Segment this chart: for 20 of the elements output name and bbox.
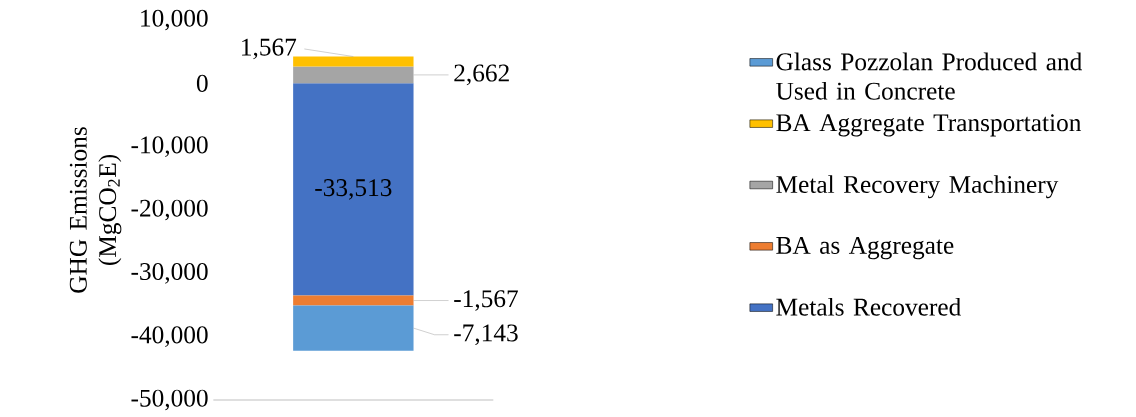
data-label: -1,567: [454, 290, 518, 311]
y-tick-label: -20,000: [131, 199, 208, 221]
bar: [293, 305, 414, 351]
bar: [293, 83, 414, 296]
data-label: 1,567: [242, 38, 297, 60]
y-tick-label: -40,000: [131, 326, 208, 347]
y-tick-label: -50,000: [131, 389, 208, 411]
data-label: -33,513: [315, 178, 392, 200]
bar: [293, 295, 414, 306]
data-label: -7,143: [454, 324, 518, 345]
legend-label: BA as Aggregate: [776, 236, 954, 259]
legend-label: Glass Pozzolan Produced and Used in Concrete: [776, 52, 1082, 100]
y-tick-label: 10,000: [141, 9, 208, 31]
data-label: 2,662: [454, 64, 509, 86]
y-tick-label: -10,000: [131, 136, 208, 157]
y-tick-label: 0: [196, 74, 208, 92]
legend-label: BA Aggregate Transportation: [776, 114, 1082, 137]
legend-label: Metal Recovery Machinery: [776, 175, 1059, 199]
legend-label: Metals Recovered: [776, 297, 961, 316]
y-tick-label: -30,000: [131, 262, 208, 284]
